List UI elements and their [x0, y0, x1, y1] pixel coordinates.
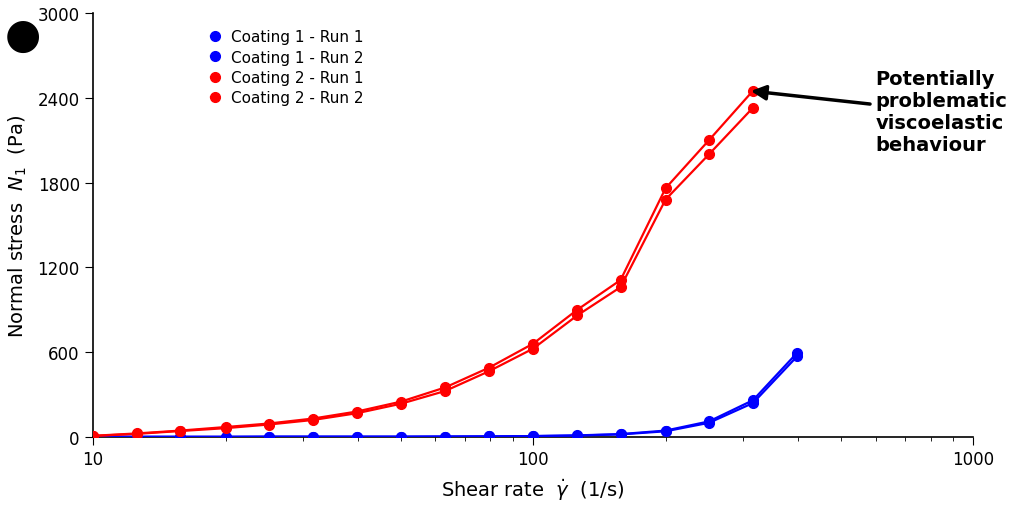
Coating 2 - Run 2	[702, 152, 715, 158]
Coating 2 - Run 1	[659, 186, 672, 192]
Coating 1 - Run 1	[131, 434, 143, 440]
Line: Coating 1 - Run 1: Coating 1 - Run 1	[88, 352, 802, 442]
Coating 1 - Run 2	[527, 433, 540, 439]
Coating 2 - Run 1	[614, 277, 627, 284]
Coating 1 - Run 2	[702, 418, 715, 425]
Coating 1 - Run 2	[351, 434, 364, 440]
Line: Coating 2 - Run 1: Coating 2 - Run 1	[88, 87, 758, 441]
Coating 1 - Run 2	[87, 434, 99, 440]
Coating 2 - Run 2	[307, 417, 319, 423]
Coating 2 - Run 2	[439, 388, 452, 394]
Coating 2 - Run 2	[659, 197, 672, 203]
Coating 2 - Run 2	[395, 401, 408, 407]
Coating 1 - Run 2	[131, 434, 143, 440]
Coating 1 - Run 1	[746, 400, 759, 406]
Coating 1 - Run 1	[219, 434, 231, 440]
Coating 1 - Run 1	[263, 434, 275, 440]
Coating 2 - Run 1	[527, 341, 540, 347]
Coating 1 - Run 2	[571, 433, 584, 439]
X-axis label: Shear rate  $\dot{\gamma}$  (1/s): Shear rate $\dot{\gamma}$ (1/s)	[441, 476, 625, 502]
Text: Potentially
problematic
viscoelastic
behaviour: Potentially problematic viscoelastic beh…	[755, 70, 1008, 155]
Coating 1 - Run 1	[527, 433, 540, 439]
Coating 2 - Run 1	[483, 365, 496, 371]
Coating 1 - Run 2	[659, 428, 672, 434]
Coating 2 - Run 2	[219, 426, 231, 432]
Coating 2 - Run 1	[702, 138, 715, 144]
Coating 1 - Run 2	[746, 398, 759, 404]
Coating 1 - Run 2	[791, 350, 803, 356]
Coating 2 - Run 1	[571, 307, 584, 313]
Coating 1 - Run 2	[174, 434, 186, 440]
Coating 2 - Run 1	[219, 424, 231, 430]
Line: Coating 1 - Run 2: Coating 1 - Run 2	[88, 348, 802, 442]
Coating 2 - Run 2	[527, 346, 540, 352]
Coating 1 - Run 2	[614, 431, 627, 437]
Coating 1 - Run 1	[571, 433, 584, 439]
Coating 1 - Run 1	[614, 432, 627, 438]
Coating 2 - Run 2	[131, 431, 143, 437]
Coating 2 - Run 2	[263, 421, 275, 428]
Coating 1 - Run 1	[395, 434, 408, 440]
Coating 1 - Run 2	[439, 434, 452, 440]
Coating 2 - Run 2	[174, 428, 186, 434]
Coating 2 - Run 1	[131, 431, 143, 437]
Coating 2 - Run 1	[87, 433, 99, 439]
Coating 2 - Run 1	[174, 428, 186, 434]
Coating 1 - Run 1	[659, 429, 672, 435]
Coating 2 - Run 1	[746, 89, 759, 95]
Coating 2 - Run 2	[87, 433, 99, 439]
Coating 2 - Run 1	[307, 416, 319, 422]
Coating 1 - Run 1	[702, 420, 715, 426]
Coating 2 - Run 2	[351, 410, 364, 416]
Coating 1 - Run 1	[351, 434, 364, 440]
Coating 1 - Run 2	[395, 434, 408, 440]
Coating 1 - Run 2	[307, 434, 319, 440]
Coating 2 - Run 2	[746, 105, 759, 111]
Coating 1 - Run 1	[483, 434, 496, 440]
Coating 1 - Run 2	[483, 434, 496, 440]
Coating 1 - Run 1	[439, 434, 452, 440]
Coating 2 - Run 2	[614, 285, 627, 291]
Coating 1 - Run 1	[174, 434, 186, 440]
Line: Coating 2 - Run 2: Coating 2 - Run 2	[88, 103, 758, 441]
Coating 2 - Run 1	[263, 420, 275, 427]
Coating 2 - Run 1	[395, 399, 408, 405]
Coating 2 - Run 2	[483, 369, 496, 375]
Coating 1 - Run 1	[791, 354, 803, 360]
Coating 1 - Run 2	[263, 434, 275, 440]
Legend: Coating 1 - Run 1, Coating 1 - Run 2, Coating 2 - Run 1, Coating 2 - Run 2: Coating 1 - Run 1, Coating 1 - Run 2, Co…	[206, 26, 368, 111]
Coating 2 - Run 1	[351, 409, 364, 415]
Coating 1 - Run 1	[307, 434, 319, 440]
Coating 2 - Run 2	[571, 313, 584, 319]
Coating 1 - Run 2	[219, 434, 231, 440]
Coating 1 - Run 1	[87, 434, 99, 440]
Text: ●: ●	[5, 15, 42, 57]
Y-axis label: Normal stress  $N_1$  (Pa): Normal stress $N_1$ (Pa)	[7, 114, 30, 337]
Coating 2 - Run 1	[439, 385, 452, 391]
